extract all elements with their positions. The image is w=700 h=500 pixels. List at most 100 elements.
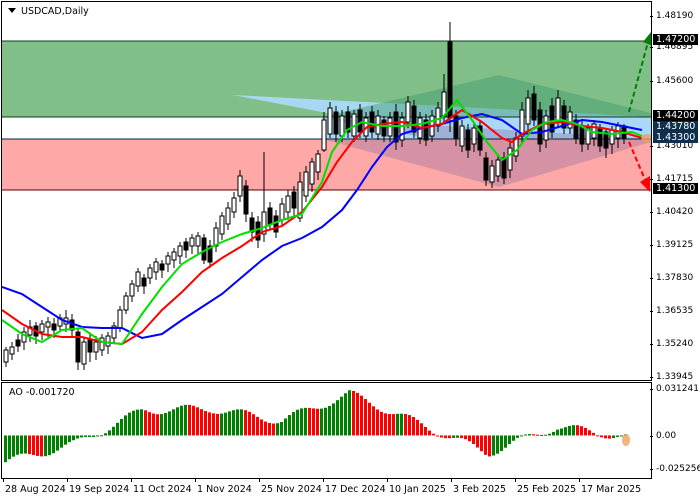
ao-bar (524, 434, 527, 436)
ao-bar (248, 411, 251, 436)
ao-bar (620, 435, 623, 437)
time-axis[interactable]: 28 Aug 2024 19 Sep 2024 11 Oct 2024 1 No… (3, 478, 642, 495)
ao-bar (456, 435, 459, 438)
ao-bar (280, 422, 283, 436)
ao-bar (424, 426, 427, 436)
ao-bar (68, 435, 71, 443)
ao-bar (168, 411, 171, 436)
awesome-oscillator-pane[interactable]: AO -0.001720 (1, 382, 652, 479)
ao-bar (196, 407, 199, 436)
ao-bar (608, 435, 611, 439)
ao-bar (416, 419, 419, 436)
ao-bar (240, 409, 243, 436)
ao-bar (96, 435, 99, 437)
ao-bar (92, 435, 95, 437)
ao-bar (200, 409, 203, 436)
ma-fast-line (2, 98, 643, 346)
ao-bar (388, 414, 391, 436)
ao-bar (48, 435, 51, 456)
ao-bar (572, 425, 575, 436)
ao-bar (212, 413, 215, 436)
ao-bar (564, 427, 567, 436)
ao-bar (604, 435, 607, 439)
ao-bar (532, 434, 535, 436)
ao-bar (264, 421, 267, 436)
ao-bar (228, 411, 231, 436)
ao-bar (132, 410, 135, 436)
ao-bar (84, 435, 87, 438)
ao-bar (88, 435, 91, 437)
ao-bar (300, 408, 303, 436)
triangle-upper (322, 75, 651, 117)
ao-bar (544, 434, 547, 436)
ao-bar (108, 430, 111, 436)
ao-bar (440, 435, 443, 438)
ao-bar (348, 390, 351, 436)
ao-bar (396, 413, 399, 436)
level-label-pivot-upper: 1.43780 (653, 121, 699, 132)
ao-bar (328, 405, 331, 436)
ao-bar (192, 405, 195, 436)
ao-bar (516, 435, 519, 438)
ao-bar (100, 435, 103, 437)
ao-bar (520, 435, 523, 437)
ao-bar (588, 430, 591, 436)
ao-bar (216, 413, 219, 436)
ao-bar (176, 407, 179, 436)
ao-bar (312, 408, 315, 436)
ao-bar (128, 412, 131, 436)
ao-bars (4, 390, 627, 463)
level-label-s1: 1.41300 (653, 183, 699, 194)
ao-bar (496, 435, 499, 454)
ao-bar (552, 431, 555, 436)
ao-bar (380, 411, 383, 436)
ao-bar (8, 435, 11, 460)
triangle-down-icon[interactable] (8, 8, 16, 13)
ao-bar (80, 435, 83, 438)
ao-bar (576, 425, 579, 436)
ao-bar (232, 410, 235, 436)
ao-bar (332, 403, 335, 436)
ao-bar (336, 400, 339, 436)
ao-bar (420, 423, 423, 436)
ao-bar (344, 393, 347, 436)
ao-bar (512, 435, 515, 441)
ao-bar (384, 413, 387, 436)
ao-bar (464, 435, 467, 440)
ao-bar (244, 410, 247, 436)
price-axis[interactable]: 1.48190 1.46895 1.45600 1.43010 1.41715 … (649, 0, 700, 500)
ao-bar (4, 435, 7, 463)
ao-bar (116, 422, 119, 436)
price-chart-pane[interactable]: USDCAD,Daily (1, 1, 652, 381)
ao-bar (40, 435, 43, 457)
ao-bar (476, 435, 479, 448)
ao-label: AO -0.001720 (9, 387, 75, 398)
level-label-r2: 1.47200 (653, 34, 699, 45)
ao-bar (480, 435, 483, 452)
ao-bar (580, 426, 583, 436)
ao-bar (592, 432, 595, 436)
ao-bar (284, 418, 287, 436)
ao-bar (292, 412, 295, 436)
ao-bar (468, 435, 471, 442)
ao-bar (160, 414, 163, 436)
ao-bar (540, 434, 543, 436)
ao-bar (188, 404, 191, 436)
symbol-title[interactable]: USDCAD,Daily (8, 6, 89, 17)
ao-bar (596, 435, 599, 437)
ao-bar (272, 423, 275, 436)
ao-bar (316, 408, 319, 436)
ao-bar (36, 435, 39, 456)
ao-bar (528, 434, 531, 436)
ao-bar (152, 413, 155, 436)
ao-bar (584, 427, 587, 436)
ao-bar (296, 409, 299, 436)
ao-bar (60, 435, 63, 448)
ao-bar (508, 435, 511, 445)
ao-bar (268, 422, 271, 436)
ao-bar (308, 407, 311, 436)
ao-bar (412, 417, 415, 436)
ao-bar (76, 435, 79, 439)
ao-bar (320, 408, 323, 436)
bullish-arrow-head (643, 32, 651, 46)
